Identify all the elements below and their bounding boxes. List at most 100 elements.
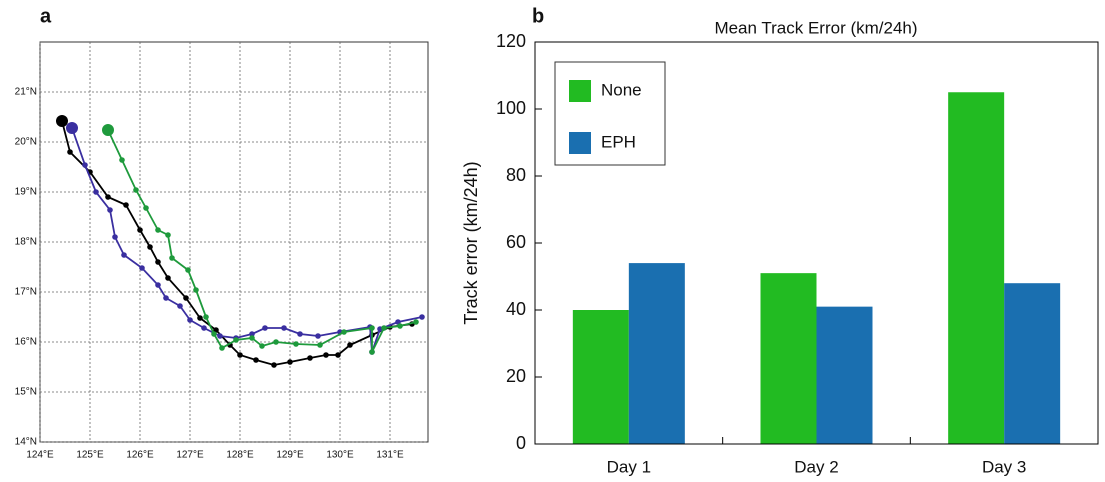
- track-point: [233, 337, 239, 343]
- track-point: [297, 331, 303, 337]
- track-point: [82, 162, 88, 168]
- track-point: [183, 295, 189, 301]
- y-tick-label: 19°N: [15, 187, 37, 198]
- x-tick-label: 128°E: [226, 450, 254, 461]
- track-point: [139, 265, 145, 271]
- x-tick-label: 130°E: [326, 450, 354, 461]
- x-tick-label: 131°E: [376, 450, 404, 461]
- track-point: [187, 317, 193, 323]
- y-axis-label: Track error (km/24h): [461, 161, 481, 324]
- y-tick-label: 20°N: [15, 137, 37, 148]
- track-point: [121, 252, 127, 258]
- track-point: [112, 234, 118, 240]
- x-tick-label: Day 1: [607, 457, 651, 476]
- bar: [948, 92, 1005, 444]
- plot-frame: [534, 41, 1099, 445]
- track-point: [219, 345, 225, 351]
- track-point: [413, 319, 419, 325]
- panel-label: b: [532, 5, 544, 27]
- track-point: [105, 194, 111, 200]
- bar: [816, 306, 873, 444]
- x-tick-label: 125°E: [76, 450, 104, 461]
- y-tick-label: 60: [506, 232, 526, 252]
- track-point: [107, 207, 113, 213]
- track-point: [419, 314, 425, 320]
- track-point: [163, 295, 169, 301]
- track-point: [211, 331, 217, 337]
- track-point: [249, 331, 255, 337]
- track-point: [165, 232, 171, 238]
- y-tick-label: 20: [506, 366, 526, 386]
- x-tick-label: 124°E: [26, 450, 54, 461]
- track-point: [253, 357, 259, 363]
- x-tick-label: 129°E: [276, 450, 304, 461]
- legend-swatch: [569, 132, 591, 154]
- track-point: [335, 352, 341, 358]
- y-tick-label: 15°N: [15, 387, 37, 398]
- track-point: [147, 244, 153, 250]
- track-line: [107, 129, 417, 353]
- track-point: [165, 275, 171, 281]
- y-tick-label: 18°N: [15, 237, 37, 248]
- track-point: [369, 325, 375, 331]
- y-tick-label: 120: [496, 31, 526, 51]
- track-point: [273, 339, 279, 345]
- legend-label: EPH: [601, 132, 636, 151]
- track-point: [197, 315, 203, 321]
- y-tick-label: 40: [506, 299, 526, 319]
- track-point: [143, 205, 149, 211]
- track-point: [193, 287, 199, 293]
- bar: [1004, 283, 1061, 444]
- track-point: [177, 303, 183, 309]
- chart-title: Mean Track Error (km/24h): [714, 18, 917, 37]
- y-tick-label: 80: [506, 165, 526, 185]
- track-point: [369, 349, 375, 355]
- x-tick-label: 127°E: [176, 450, 204, 461]
- legend-swatch: [569, 80, 591, 102]
- track-point: [169, 255, 175, 261]
- y-tick-label: 21°N: [15, 87, 37, 98]
- track-point: [381, 325, 387, 331]
- track-point: [119, 157, 125, 163]
- track-point: [287, 359, 293, 365]
- y-tick-label: 100: [496, 98, 526, 118]
- track-point: [317, 342, 323, 348]
- track-point: [137, 227, 143, 233]
- track-point: [307, 355, 313, 361]
- track-point: [323, 352, 329, 358]
- y-tick-label: 16°N: [15, 337, 37, 348]
- bar: [572, 310, 629, 444]
- track-point: [281, 325, 287, 331]
- y-tick-label: 17°N: [15, 287, 37, 298]
- track-point: [67, 149, 73, 155]
- x-tick-label: Day 2: [794, 457, 838, 476]
- y-tick-label: 14°N: [15, 437, 37, 448]
- track-point: [271, 362, 277, 368]
- track-point: [66, 122, 78, 134]
- track-point: [133, 187, 139, 193]
- track-point: [249, 335, 255, 341]
- track-point: [155, 259, 161, 265]
- track-point: [341, 329, 347, 335]
- track-point: [262, 325, 268, 331]
- y-tick-label: 0: [516, 433, 526, 453]
- track-point: [102, 124, 114, 136]
- track-point: [237, 352, 243, 358]
- track-point: [93, 189, 99, 195]
- panel-label: a: [40, 5, 52, 27]
- track-point: [347, 342, 353, 348]
- track-point: [185, 267, 191, 273]
- x-tick-label: 126°E: [126, 450, 154, 461]
- bar: [760, 273, 817, 444]
- legend-label: None: [601, 80, 642, 99]
- track-point: [56, 115, 68, 127]
- track-point: [155, 282, 161, 288]
- track-point: [293, 341, 299, 347]
- track-point: [397, 323, 403, 329]
- track-point: [123, 202, 129, 208]
- track-line: [71, 127, 423, 353]
- track-point: [315, 333, 321, 339]
- track-point: [155, 227, 161, 233]
- track-point: [203, 314, 209, 320]
